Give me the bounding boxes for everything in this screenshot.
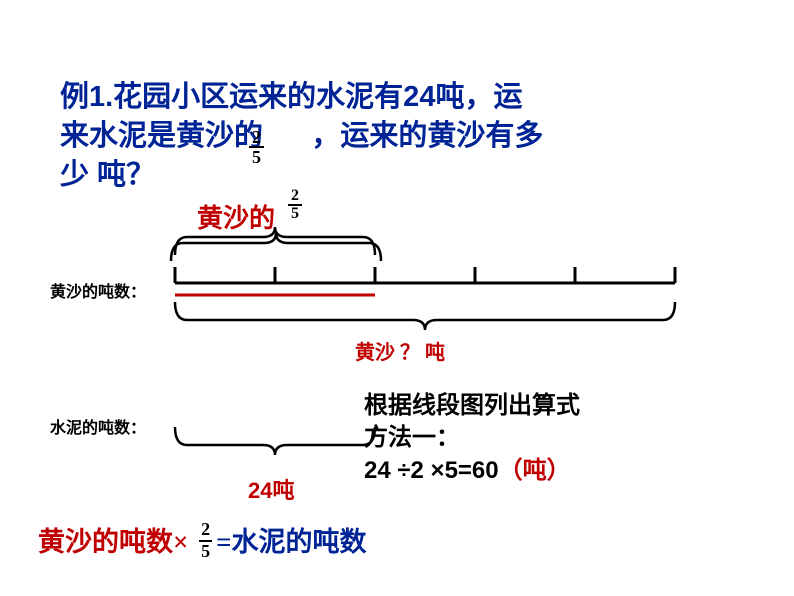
problem-line1: 例1.花园小区运来的水泥有24吨，运 — [60, 81, 522, 113]
frac-small-num: 2 — [288, 188, 302, 206]
answer-unit: （吨） — [499, 457, 571, 484]
answer-line2: 方法一： — [364, 424, 460, 451]
label-huangsha-de: 黄沙的 — [197, 198, 275, 235]
answer-line1: 根据线段图列出算式 — [364, 392, 580, 419]
frac-num: 2 — [249, 128, 264, 148]
equation-right: =水泥的吨数 — [216, 527, 366, 557]
equation: 黄沙的吨数× 2 5 =水泥的吨数 — [38, 520, 367, 566]
eq-frac-den: 5 — [199, 542, 212, 562]
frac-den: 5 — [249, 148, 264, 166]
fraction-2-5-small: 2 5 — [288, 188, 302, 222]
label-question: 黄沙 ？ 吨 — [355, 336, 445, 365]
problem-line2b: ，运来的黄沙有多 — [311, 120, 543, 152]
problem-line2: 来水泥是黄沙的 — [60, 120, 263, 152]
axis-label-shuini: 水泥的吨数： — [50, 414, 146, 438]
axis-label-huangsha: 黄沙的吨数： — [50, 278, 146, 302]
problem-line3: 少 吨？ — [60, 159, 155, 191]
fraction-2-5-main: 2 5 — [249, 128, 264, 166]
equation-frac: 2 5 — [199, 520, 212, 562]
label-24ton: 24吨 — [248, 473, 294, 505]
eq-frac-num: 2 — [199, 520, 212, 542]
answer-block: 根据线段图列出算式 方法一： 24 ÷2 ×5=60（吨） — [364, 390, 580, 487]
answer-calc: 24 ÷2 ×5=60 — [364, 457, 499, 484]
equation-left: 黄沙的吨数× — [38, 527, 188, 557]
frac-small-den: 5 — [288, 206, 302, 222]
